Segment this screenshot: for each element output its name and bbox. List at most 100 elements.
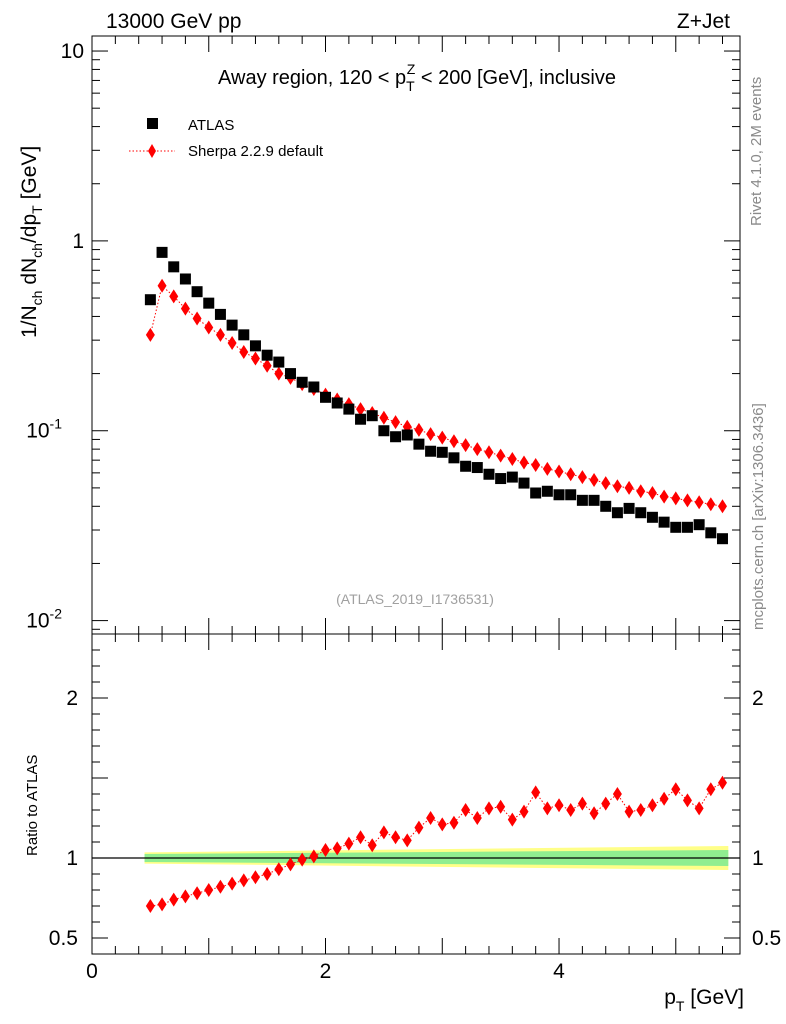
ratio-y-tick-label-right: 1 (752, 847, 764, 870)
title-text-pre: Away region, 120 < p (218, 67, 406, 89)
legend: ATLAS Sherpa 2.2.9 default (129, 117, 324, 160)
ratio-point (379, 825, 389, 840)
atlas-point (635, 507, 647, 519)
atlas-point (156, 246, 168, 258)
atlas-point (705, 527, 717, 539)
ratio-point (262, 867, 272, 881)
ylabel-part-c: /dp (18, 214, 41, 243)
ratio-point (461, 803, 471, 817)
tick-exponent: -1 (50, 416, 63, 432)
ratio-point (682, 793, 692, 808)
atlas-point (203, 297, 215, 309)
sherpa-point (717, 499, 727, 514)
ratio-point (449, 815, 459, 830)
sherpa-series (145, 278, 727, 514)
sherpa-point (262, 358, 272, 373)
main-y-tick-label: 10-1 (26, 416, 62, 443)
sherpa-point (659, 489, 669, 504)
ratio-point (612, 787, 622, 801)
atlas-point (261, 349, 273, 361)
ratio-point (180, 889, 190, 904)
ylabel-part-a: 1/N (18, 305, 41, 338)
atlas-point (214, 308, 226, 320)
atlas-point (693, 519, 705, 531)
process-label: Z+Jet (677, 10, 730, 33)
ratio-point (309, 849, 319, 864)
ratio-point (274, 862, 284, 877)
ratio-point (215, 879, 225, 894)
atlas-point (530, 487, 542, 499)
sherpa-point (647, 485, 657, 500)
sherpa-point (519, 455, 529, 470)
atlas-point (460, 460, 472, 472)
main-title: Away region, 120 < pTZ < 200 [GeV], incl… (218, 61, 616, 94)
ratio-x-tick-label: 0 (86, 960, 98, 983)
atlas-point (366, 410, 378, 422)
ratio-point (332, 841, 342, 856)
ratio-point (250, 870, 260, 885)
sherpa-point (531, 458, 541, 473)
atlas-point (623, 502, 635, 514)
x-axis-label: pT [GeV] (664, 986, 744, 1014)
sherpa-point (414, 422, 424, 437)
atlas-point (553, 489, 565, 501)
ratio-point (694, 801, 704, 816)
main-x-ticks (91, 36, 723, 634)
sherpa-point (566, 467, 576, 482)
ratio-point (402, 833, 412, 848)
sherpa-point (496, 448, 506, 463)
mcplots-label: mcplots.cern.ch [arXiv:1306.3436] (750, 403, 767, 630)
sherpa-point (694, 495, 704, 510)
ratio-point (706, 782, 716, 797)
atlas-point (576, 494, 588, 506)
ratio-point (192, 886, 202, 901)
xlabel-part-a: p (664, 986, 676, 1009)
energy-label: 13000 GeV pp (106, 10, 241, 33)
ratio-point (426, 811, 436, 825)
sherpa-point (391, 415, 401, 430)
atlas-point (600, 500, 612, 512)
ratio-point (145, 899, 155, 913)
main-y-tick-label: 10-2 (26, 606, 62, 633)
sherpa-point (145, 327, 155, 342)
sherpa-point (554, 464, 564, 479)
atlas-point (588, 494, 600, 506)
legend-atlas-label: ATLAS (188, 117, 234, 134)
main-y-tick-label: 1 (72, 230, 84, 253)
sherpa-point (484, 445, 494, 460)
title-sup-z: Z (407, 61, 416, 77)
atlas-series (144, 246, 728, 545)
ratio-x-ticks: 0 2 4 (86, 634, 723, 983)
ylabel-part-d: [GeV] (18, 146, 41, 206)
ratio-panel-frame (91, 633, 741, 955)
sherpa-point (624, 480, 634, 495)
sherpa-point (180, 301, 190, 316)
atlas-point (296, 376, 308, 388)
ratio-point (507, 812, 517, 827)
atlas-point (179, 273, 191, 285)
ratio-y-axis-label: Ratio to ATLAS (24, 755, 41, 856)
ratio-y-tick-label: 0.5 (49, 927, 78, 950)
ratio-point (204, 883, 214, 897)
analysis-watermark: (ATLAS_2019_I1736531) (336, 591, 494, 607)
xlabel-part-b: [GeV] (684, 986, 744, 1009)
sherpa-point (239, 344, 249, 359)
sherpa-point (426, 427, 436, 442)
atlas-point (425, 445, 437, 457)
sherpa-point (227, 335, 237, 350)
sherpa-point (682, 493, 692, 508)
sherpa-line (149, 284, 723, 507)
xlabel-sub-t: T (676, 998, 685, 1014)
sherpa-point (250, 351, 260, 366)
ratio-y-tick-label: 1 (66, 847, 78, 870)
atlas-point (436, 446, 448, 458)
atlas-point (471, 462, 483, 474)
atlas-point (646, 511, 658, 523)
ratio-point (437, 817, 447, 832)
ratio-point (659, 791, 669, 806)
sherpa-point (706, 497, 716, 512)
ratio-point (577, 796, 587, 811)
